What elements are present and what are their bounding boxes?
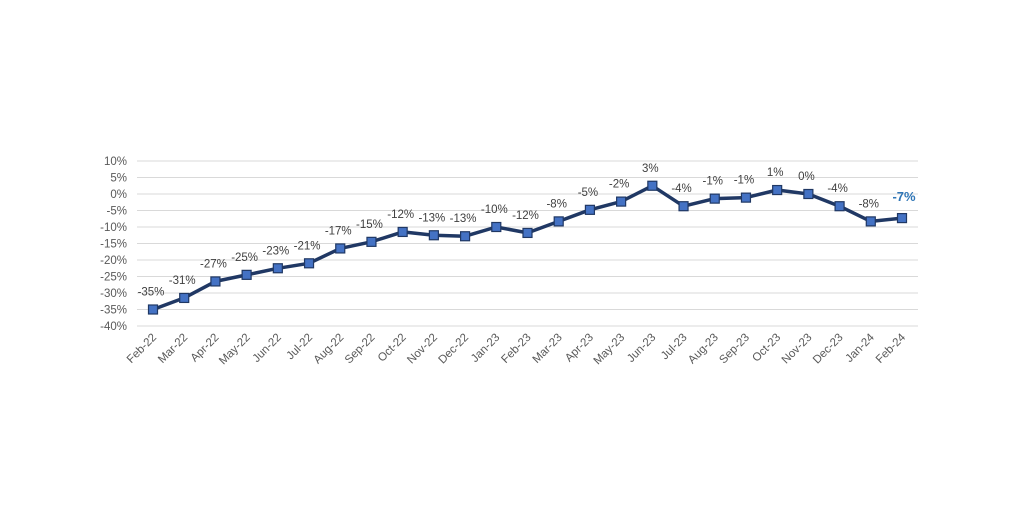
data-point-marker xyxy=(303,258,315,269)
x-tick-label: Jan-23 xyxy=(469,332,502,365)
x-tick-label: Mar-23 xyxy=(531,332,565,366)
data-label: -23% xyxy=(262,245,289,257)
data-label: -8% xyxy=(859,198,879,210)
data-point-marker xyxy=(772,184,783,196)
y-tick-label: -30% xyxy=(100,288,127,300)
x-tick-label: Sep-23 xyxy=(717,332,752,367)
data-label: -31% xyxy=(169,275,196,287)
data-point-marker xyxy=(397,226,408,238)
x-tick-label: Aug-22 xyxy=(312,332,347,367)
data-point-marker xyxy=(709,193,720,204)
x-tick-label: Nov-22 xyxy=(405,332,440,367)
data-point-marker xyxy=(147,304,159,315)
x-tick-label: Dec-22 xyxy=(437,332,472,367)
y-tick-label: -25% xyxy=(100,272,127,284)
data-label: 3% xyxy=(642,163,659,175)
x-tick-label: Sep-22 xyxy=(343,332,378,367)
x-tick-label: May-23 xyxy=(592,332,628,368)
data-label: -12% xyxy=(387,209,414,221)
x-tick-label: Jan-24 xyxy=(844,331,878,365)
y-tick-label: -40% xyxy=(100,321,127,333)
data-label-highlight: -7% xyxy=(892,189,916,204)
data-point-marker xyxy=(647,180,658,191)
x-tick-label: Oct-23 xyxy=(750,332,783,365)
x-tick-label: Feb-23 xyxy=(499,332,533,366)
data-label: -1% xyxy=(703,176,723,188)
y-axis-tick-labels: 10% 5% 0% -5% -10% -15% -20% -25% -30% -35% -40% xyxy=(100,156,127,333)
x-tick-label: Aug-23 xyxy=(686,332,721,367)
x-tick-label: Oct-22 xyxy=(376,332,409,365)
data-point-marker xyxy=(678,201,689,212)
data-point-marker xyxy=(366,236,377,247)
data-labels: -35% -31% -27% -25% -23% -21% -17% -15% -12% -13%… xyxy=(138,163,916,299)
data-point-marker xyxy=(335,243,346,254)
x-tick-label: Mar-22 xyxy=(156,332,190,366)
data-label: -2% xyxy=(609,179,629,191)
data-point-marker xyxy=(241,269,252,280)
x-tick-label: May-22 xyxy=(217,332,253,368)
data-label: -25% xyxy=(231,252,258,264)
y-tick-label: 5% xyxy=(110,173,127,185)
y-tick-label: 10% xyxy=(104,156,127,168)
y-tick-label: -35% xyxy=(100,305,127,317)
data-point-marker xyxy=(272,263,283,274)
data-label: -12% xyxy=(512,210,539,222)
series-layer xyxy=(147,180,908,315)
data-label: -17% xyxy=(325,225,352,237)
data-point-marker xyxy=(896,212,908,224)
x-tick-label: Feb-22 xyxy=(125,332,159,366)
data-point-marker xyxy=(584,204,596,215)
data-point-marker xyxy=(428,230,439,241)
data-label: -10% xyxy=(481,204,508,216)
data-label: -35% xyxy=(138,287,165,299)
data-point-marker xyxy=(616,196,627,207)
data-label: -5% xyxy=(578,187,598,199)
data-label: -27% xyxy=(200,258,227,270)
data-label: -13% xyxy=(450,213,477,225)
x-tick-label: Dec-23 xyxy=(811,332,846,367)
x-tick-label: Nov-23 xyxy=(780,332,815,367)
data-point-marker xyxy=(491,221,502,233)
data-point-marker xyxy=(865,216,876,227)
data-point-marker xyxy=(459,231,471,242)
data-label: -8% xyxy=(546,198,566,210)
data-point-marker xyxy=(179,292,190,304)
data-label: -4% xyxy=(671,183,691,195)
data-point-marker xyxy=(553,216,564,227)
data-label: 1% xyxy=(767,167,784,179)
data-label: -21% xyxy=(294,240,321,252)
data-point-marker xyxy=(210,276,221,287)
x-tick-label: Feb-24 xyxy=(874,331,909,366)
data-label: -15% xyxy=(356,219,383,231)
y-tick-label: -5% xyxy=(107,206,127,218)
x-tick-label: Jun-23 xyxy=(625,332,658,365)
data-label: 0% xyxy=(798,171,815,183)
data-point-marker xyxy=(834,201,845,212)
y-tick-label: -20% xyxy=(100,255,127,267)
y-tick-label: -15% xyxy=(100,239,127,251)
data-point-marker xyxy=(522,227,533,239)
y-tick-label: 0% xyxy=(110,189,127,201)
data-label: -4% xyxy=(827,183,847,195)
data-point-marker xyxy=(740,192,752,203)
gridlines xyxy=(137,160,918,327)
y-tick-label: -10% xyxy=(100,222,127,234)
x-tick-label: Jun-22 xyxy=(251,332,284,365)
data-point-marker xyxy=(803,188,814,200)
data-label: -1% xyxy=(734,175,754,187)
data-label: -13% xyxy=(418,212,445,224)
